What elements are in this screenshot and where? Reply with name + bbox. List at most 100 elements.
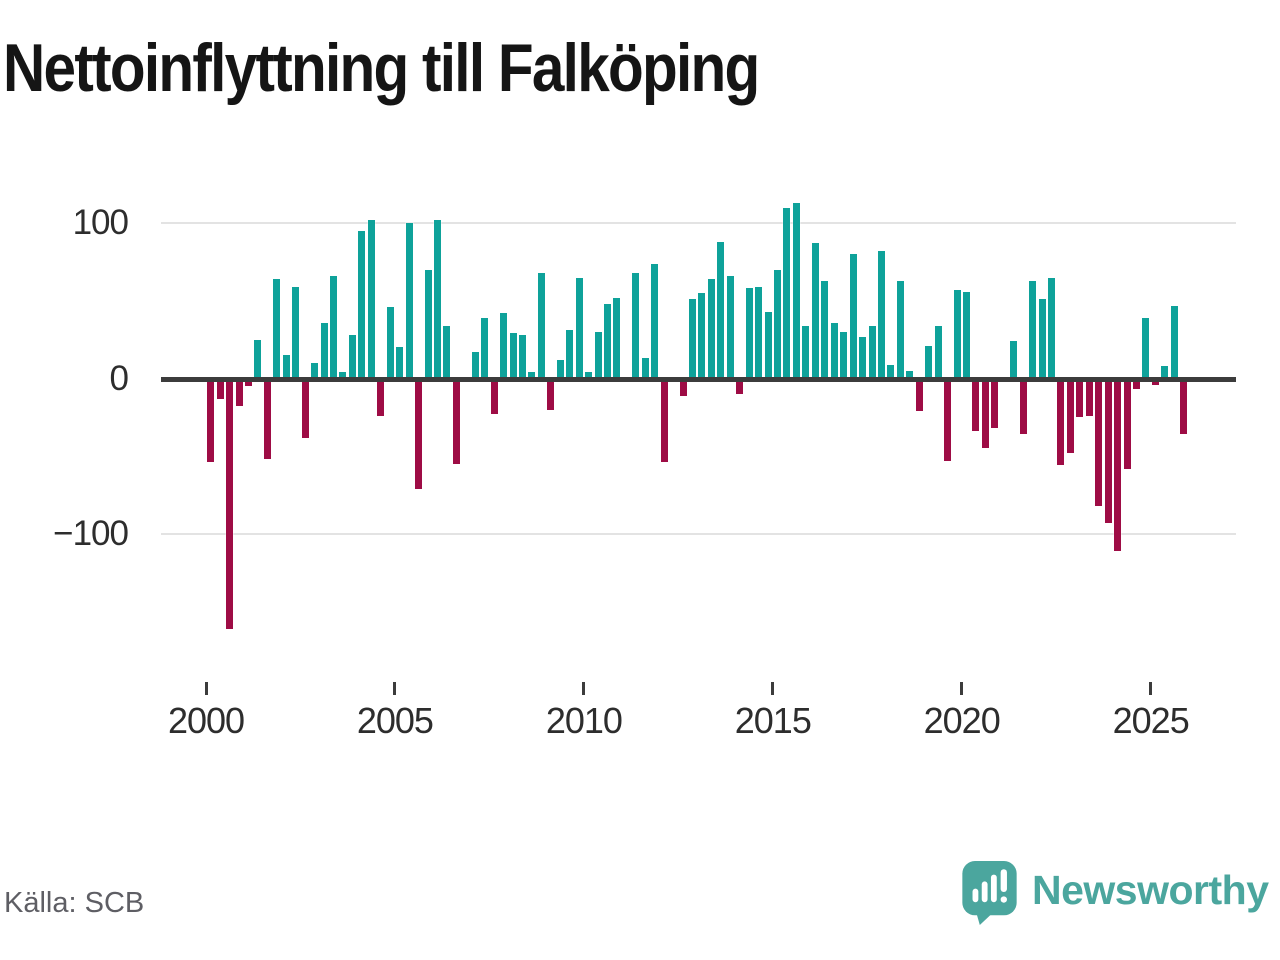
bar-2002-q3 [301,378,309,438]
bar-2013-q2 [707,279,715,379]
bar-2007-q1 [471,352,479,379]
bar-2020-q2 [972,378,980,432]
bar-2014-q1 [736,378,744,395]
bar-2011-q3 [641,358,649,379]
bar-2015-q3 [792,203,800,379]
bar-2015-q1 [774,269,782,379]
bar-2004-q4 [386,307,394,379]
bar-2022-q2 [1047,277,1055,379]
bar-2023-q3 [1095,378,1103,506]
y-tick-label-0: 0 [109,358,129,398]
bar-2014-q4 [764,311,772,379]
bar-2015-q4 [802,325,810,379]
bar-2002-q4 [311,362,319,379]
newsworthy-brand: Newsworthy [962,861,1269,925]
bar-2008-q1 [509,333,517,379]
bar-2012-q4 [689,299,696,379]
bar-2010-q1 [585,372,593,379]
bar-2025-q2 [1161,366,1169,379]
bar-2001-q1 [245,378,252,387]
bar-2009-q3 [566,330,574,379]
x-axis-zero-line [161,376,1236,382]
chart: 100 0 −100 2000 2005 2010 2015 2020 2025 [53,203,1236,741]
bar-2010-q3 [603,303,611,379]
bar-2003-q4 [348,335,356,379]
bar-2014-q2 [745,288,753,379]
bar-2019-q1 [925,345,933,379]
bar-2006-q1 [433,220,441,379]
bar-2010-q2 [594,331,602,379]
bar-2006-q2 [443,325,451,379]
bar-2010-q4 [613,297,621,379]
bar-2009-q1 [547,378,555,410]
gridline-100 [161,222,1236,225]
bar-2016-q4 [840,331,848,379]
bar-2022-q1 [1038,299,1046,379]
bar-2009-q4 [575,277,583,379]
bar-2000-q1 [207,378,215,463]
bar-2018-q2 [896,280,904,379]
bar-2017-q3 [868,325,876,379]
bar-2016-q3 [830,322,838,379]
bar-2004-q1 [358,230,366,379]
bar-2023-q1 [1076,378,1084,418]
bar-2022-q4 [1066,378,1074,454]
source-label: Källa: SCB [4,887,145,919]
bar-2024-q3 [1133,378,1140,390]
bar-2007-q2 [481,317,489,379]
bar-2019-q3 [944,378,952,461]
x-tick-label-2010: 2010 [545,700,623,741]
bar-2007-q4 [500,313,508,379]
bar-2024-q4 [1142,317,1150,379]
bar-2009-q2 [556,359,564,379]
x-tick-label-2000: 2000 [167,700,245,741]
x-tick-2015 [771,682,775,695]
bar-2005-q2 [405,223,413,379]
bar-2014-q3 [755,286,763,379]
bar-2023-q2 [1085,378,1093,416]
bar-2004-q2 [367,220,375,379]
bar-2005-q3 [415,378,423,489]
x-tick-label-2025: 2025 [1112,700,1190,741]
bar-2008-q2 [518,335,526,379]
bar-2024-q2 [1123,378,1131,469]
bar-2018-q1 [887,364,895,379]
bar-2016-q1 [811,243,819,379]
bar-2001-q4 [273,279,281,379]
bar-2017-q2 [859,336,867,379]
bar-2000-q4 [235,378,243,407]
bar-2020-q4 [991,378,999,429]
bar-2021-q4 [1029,280,1037,379]
x-tick-2025 [1149,682,1153,695]
bar-2018-q4 [915,378,923,412]
bar-2001-q3 [263,378,271,460]
bar-2002-q2 [292,286,300,379]
x-tick-2020 [960,682,964,695]
newsworthy-logo-icon [962,861,1017,925]
bar-2006-q3 [452,378,460,464]
bar-2021-q2 [1010,341,1018,379]
bar-2005-q1 [396,347,404,379]
bar-2013-q4 [726,276,734,379]
bar-2013-q3 [717,241,725,379]
bar-2022-q3 [1057,378,1065,466]
chart-title: Nettoinflyttning till Falköping [3,30,760,106]
x-tick-label-2020: 2020 [923,700,1001,741]
bar-2005-q4 [424,269,432,379]
bar-2024-q1 [1114,378,1122,551]
bar-2019-q2 [934,325,942,379]
bar-2025-q4 [1180,378,1188,435]
bar-2001-q2 [254,339,262,379]
bar-2020-q1 [962,291,970,379]
bar-2021-q3 [1019,378,1027,435]
bar-2008-q3 [528,372,536,379]
bar-2020-q3 [981,378,989,449]
bar-2017-q1 [849,254,857,379]
bar-2015-q2 [783,207,791,379]
bar-2004-q3 [377,378,385,416]
bar-2017-q4 [877,251,885,379]
y-tick-label--100: −100 [53,513,129,553]
bar-2018-q3 [906,370,914,379]
bar-2011-q4 [651,263,659,379]
bar-2011-q2 [632,272,640,379]
